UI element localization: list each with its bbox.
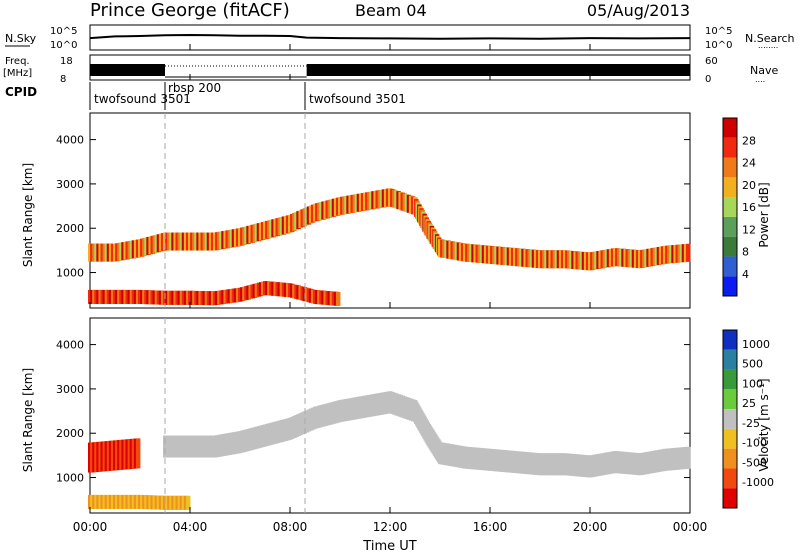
cpid-label: CPID — [5, 85, 37, 99]
freq-segment — [306, 64, 690, 76]
noise-left-label: N.Sky — [5, 32, 37, 45]
noise-right-dots: ........ — [758, 41, 778, 50]
colorbar-tick-label: 4 — [742, 268, 749, 281]
colorbar-swatch — [723, 118, 737, 138]
nave-dots: .... — [755, 75, 765, 84]
x-tick-label: 08:00 — [273, 520, 308, 534]
x-axis: 00:00 04:00 08:00 12:00 16:00 20:00 00:00 — [73, 44, 708, 534]
x-tick-label: 16:00 — [473, 520, 508, 534]
power-data — [88, 188, 691, 306]
y-tick-label: 2000 — [56, 222, 84, 235]
y-tick-label: 3000 — [56, 383, 84, 396]
colorbar-swatch — [723, 389, 737, 410]
colorbar-tick-label: -500 — [742, 456, 767, 469]
colorbar-swatch — [723, 236, 737, 257]
colorbar-tick-label: 12 — [742, 223, 756, 236]
colorbar-swatch — [723, 468, 737, 489]
power-colorbar-label: Power [dB] — [757, 182, 771, 247]
echo-cell — [135, 438, 141, 469]
noise-left-bottom: 10^0 — [50, 40, 77, 51]
nave-label: Nave — [750, 64, 778, 77]
colorbar-swatch — [723, 197, 737, 217]
noise-right-top: 10^5 — [705, 26, 732, 37]
colorbar-frame — [722, 329, 738, 509]
freq-label-2: [MHz] — [3, 68, 32, 79]
power-colorbar: 4 8 12 16 20 24 28 — [722, 117, 756, 297]
y-tick-label: 3000 — [56, 178, 84, 191]
velocity-yticks: 1000 2000 3000 4000 — [56, 339, 690, 485]
colorbar-swatch — [723, 157, 737, 178]
velocity-colorbar: 1000 500 100 25 -25 -100 -500 -1000 — [722, 329, 774, 509]
velocity-data — [88, 391, 691, 510]
x-tick-label: 00:00 — [673, 520, 708, 534]
y-tick-label: 1000 — [56, 267, 84, 280]
colorbar-swatch — [723, 488, 737, 508]
colorbar-tick-label: 24 — [742, 157, 756, 170]
echo-cell — [335, 291, 341, 306]
colorbar-tick-label: -25 — [742, 417, 760, 430]
noise-trace — [89, 33, 691, 40]
nave-tick-0: 0 — [705, 74, 711, 85]
cpid-seg-2: rbsp 200 — [168, 81, 221, 95]
y-tick-label: 4000 — [56, 339, 84, 352]
x-axis-label: Time UT — [362, 539, 416, 554]
colorbar-swatch — [723, 330, 737, 350]
freq-segment — [90, 64, 165, 76]
velocity-panel — [89, 317, 691, 514]
x-tick-label: 12:00 — [373, 520, 408, 534]
x-tick-label: 00:00 — [73, 520, 108, 534]
colorbar-swatch — [723, 276, 737, 296]
colorbar-tick-label: 25 — [742, 397, 756, 410]
power-yticks: 1000 2000 3000 4000 — [56, 134, 690, 280]
colorbar-tick-label: 20 — [742, 179, 756, 192]
freq-label-1: Freq. — [5, 56, 30, 67]
colorbar-tick-label: 100 — [742, 377, 763, 390]
date-title: 05/Aug/2013 — [587, 1, 690, 20]
y-tick-label: 2000 — [56, 427, 84, 440]
freq-tick-8: 8 — [60, 74, 66, 85]
colorbar-swatch — [723, 177, 737, 198]
velocity-colorbar-label: Velocity [m s⁻¹] — [757, 378, 771, 471]
noise-left-top: 10^5 — [50, 26, 77, 37]
nave-tick-60: 60 — [705, 56, 718, 67]
station-title: Prince George (fitACF) — [90, 0, 290, 21]
y-tick-label: 4000 — [56, 134, 84, 147]
colorbar-tick-label: 8 — [742, 246, 749, 259]
velocity-ylabel: Slant Range [km] — [21, 368, 35, 472]
noise-right-bottom: 10^0 — [705, 40, 732, 51]
colorbar-swatch — [723, 137, 737, 158]
beam-title: Beam 04 — [355, 1, 427, 20]
colorbar-tick-label: -1000 — [742, 476, 774, 489]
colorbar-swatch — [723, 349, 737, 370]
power-ylabel: Slant Range [km] — [21, 163, 35, 267]
x-tick-label: 20:00 — [573, 520, 608, 534]
colorbar-swatch — [723, 448, 737, 469]
noise-right-label: N.Search — [745, 32, 795, 45]
power-panel — [89, 112, 691, 309]
y-tick-label: 1000 — [56, 472, 84, 485]
colorbar-tick-label: 28 — [742, 134, 756, 147]
colorbar-tick-label: 500 — [742, 358, 763, 371]
freq-bars — [90, 64, 690, 78]
echo-cell — [185, 495, 191, 510]
colorbar-swatch — [723, 428, 737, 449]
colorbar-tick-label: -100 — [742, 437, 767, 450]
cpid-seg-3: twofsound 3501 — [309, 92, 406, 106]
colorbar-tick-label: 1000 — [742, 338, 770, 351]
freq-tick-18: 18 — [60, 56, 73, 67]
colorbar-swatch — [723, 369, 737, 390]
colorbar-swatch — [723, 216, 737, 237]
x-tick-label: 04:00 — [173, 520, 208, 534]
colorbar-frame — [722, 117, 738, 297]
echo-cell — [685, 446, 691, 469]
cpid-seg-1: twofsound 3501 — [94, 92, 191, 106]
echo-cell — [685, 243, 691, 262]
colorbar-swatch — [723, 256, 737, 277]
colorbar-swatch — [723, 409, 737, 429]
colorbar-tick-label: 16 — [742, 201, 756, 214]
